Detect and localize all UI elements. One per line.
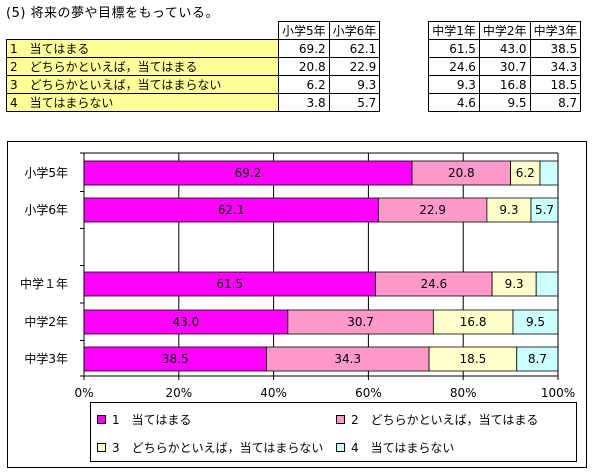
x-tick-label: 0% bbox=[74, 386, 93, 400]
category-label: 小学5年 bbox=[24, 165, 68, 180]
legend-swatch bbox=[336, 443, 345, 452]
data-label: 9.3 bbox=[499, 203, 518, 217]
legend-item: 2 どちらかといえば，当てはまる bbox=[336, 411, 538, 428]
table-cell: 4.6 bbox=[428, 93, 480, 112]
legend-label: 4 当てはまらない bbox=[351, 441, 455, 455]
data-label: 24.6 bbox=[420, 277, 447, 291]
table-col-header: 小学6年 bbox=[328, 21, 381, 40]
data-label: 43.0 bbox=[173, 315, 200, 329]
bar-segment bbox=[516, 346, 559, 372]
data-label: 30.7 bbox=[347, 315, 374, 329]
chart-title: (5) 将来の夢や目標をもっている。 bbox=[6, 6, 219, 21]
table-gap bbox=[379, 93, 430, 112]
x-tick-label: 100% bbox=[541, 386, 575, 400]
bar-segment bbox=[486, 197, 532, 223]
table-gap bbox=[379, 75, 430, 94]
table-cell: 22.9 bbox=[328, 57, 381, 76]
legend-item: 3 どちらかといえば，当てはまらない bbox=[97, 439, 323, 456]
table-cell: 18.5 bbox=[529, 75, 582, 94]
table-cell: 9.5 bbox=[478, 93, 531, 112]
table-row: 4 当てはまらない 3.8 5.7 4.6 9.5 8.7 bbox=[6, 93, 582, 112]
category-label: 中学１年 bbox=[20, 276, 68, 291]
bar-segment bbox=[375, 271, 493, 297]
legend-swatch bbox=[97, 443, 106, 452]
table-cell: 30.7 bbox=[478, 57, 531, 76]
bar-segment bbox=[266, 346, 430, 372]
legend-item: 1 当てはまる bbox=[97, 411, 191, 428]
summary-table: 小学5年 小学6年 中学1年 中学2年 中学3年 1 当てはまる 69.2 62… bbox=[6, 21, 582, 112]
data-label: 38.5 bbox=[162, 352, 189, 366]
table-gap bbox=[379, 21, 430, 40]
table-col-header: 中学3年 bbox=[529, 21, 582, 40]
data-label: 5.7 bbox=[535, 203, 554, 217]
data-label: 20.8 bbox=[448, 166, 475, 180]
bar-segment bbox=[83, 271, 376, 297]
table-cell: 69.2 bbox=[278, 39, 330, 58]
table-cell: 5.7 bbox=[328, 93, 381, 112]
table-cell: 43.0 bbox=[478, 39, 531, 58]
chart-area bbox=[7, 141, 587, 468]
legend-swatch bbox=[336, 415, 345, 424]
data-label: 18.5 bbox=[460, 352, 487, 366]
table-row-label: 3 どちらかといえば，当てはまらない bbox=[6, 75, 279, 94]
bar-segment bbox=[539, 160, 559, 186]
bar-segment bbox=[83, 160, 413, 186]
table-cell: 38.5 bbox=[529, 39, 582, 58]
data-label: 22.9 bbox=[419, 203, 446, 217]
data-label: 16.8 bbox=[460, 315, 487, 329]
x-tick-label: 60% bbox=[355, 386, 382, 400]
table-cell: 24.6 bbox=[428, 57, 480, 76]
bar-segment bbox=[512, 309, 559, 335]
table-header-row: 小学5年 小学6年 中学1年 中学2年 中学3年 bbox=[6, 21, 582, 40]
x-tick-label: 20% bbox=[165, 386, 192, 400]
data-label: 69.2 bbox=[235, 166, 262, 180]
data-label: 9.3 bbox=[505, 277, 524, 291]
legend-item: 4 当てはまらない bbox=[336, 439, 454, 456]
table-gap bbox=[379, 39, 430, 58]
table-row-label: 4 当てはまらない bbox=[6, 93, 279, 112]
data-label: 8.7 bbox=[528, 352, 547, 366]
table-row: 2 どちらかといえば，当てはまる 20.8 22.9 24.6 30.7 34.… bbox=[6, 57, 582, 76]
x-tick-label: 40% bbox=[260, 386, 287, 400]
table-gap bbox=[379, 57, 430, 76]
bar-segment bbox=[83, 309, 289, 335]
legend-label: 1 当てはまる bbox=[112, 413, 192, 427]
data-label: 34.3 bbox=[334, 352, 361, 366]
legend-label: 3 どちらかといえば，当てはまらない bbox=[112, 441, 324, 455]
data-label: 61.5 bbox=[216, 277, 243, 291]
category-label: 中学2年 bbox=[24, 314, 68, 329]
table-cell: 8.7 bbox=[529, 93, 582, 112]
data-label: 62.1 bbox=[218, 203, 245, 217]
table-row: 3 どちらかといえば，当てはまらない 6.2 9.3 9.3 16.8 18.5 bbox=[6, 75, 582, 94]
bar-segment bbox=[535, 271, 559, 297]
table-cell: 9.3 bbox=[328, 75, 381, 94]
x-tick-label: 80% bbox=[450, 386, 477, 400]
legend-label: 2 どちらかといえば，当てはまる bbox=[351, 413, 539, 427]
category-label: 中学3年 bbox=[24, 351, 68, 366]
table-row: 1 当てはまる 69.2 62.1 61.5 43.0 38.5 bbox=[6, 39, 582, 58]
table-cell: 20.8 bbox=[278, 57, 330, 76]
data-label: 9.5 bbox=[526, 315, 545, 329]
bar-segment bbox=[530, 197, 559, 223]
legend-swatch bbox=[97, 415, 106, 424]
table-row-label: 1 当てはまる bbox=[6, 39, 279, 58]
data-label: 6.2 bbox=[516, 166, 535, 180]
category-label: 小学6年 bbox=[24, 202, 68, 217]
chart-legend: 1 当てはまる 2 どちらかといえば，当てはまる 3 どちらかといえば，当てはま… bbox=[90, 402, 577, 462]
table-cell: 61.5 bbox=[428, 39, 480, 58]
bar-segment bbox=[287, 309, 434, 335]
